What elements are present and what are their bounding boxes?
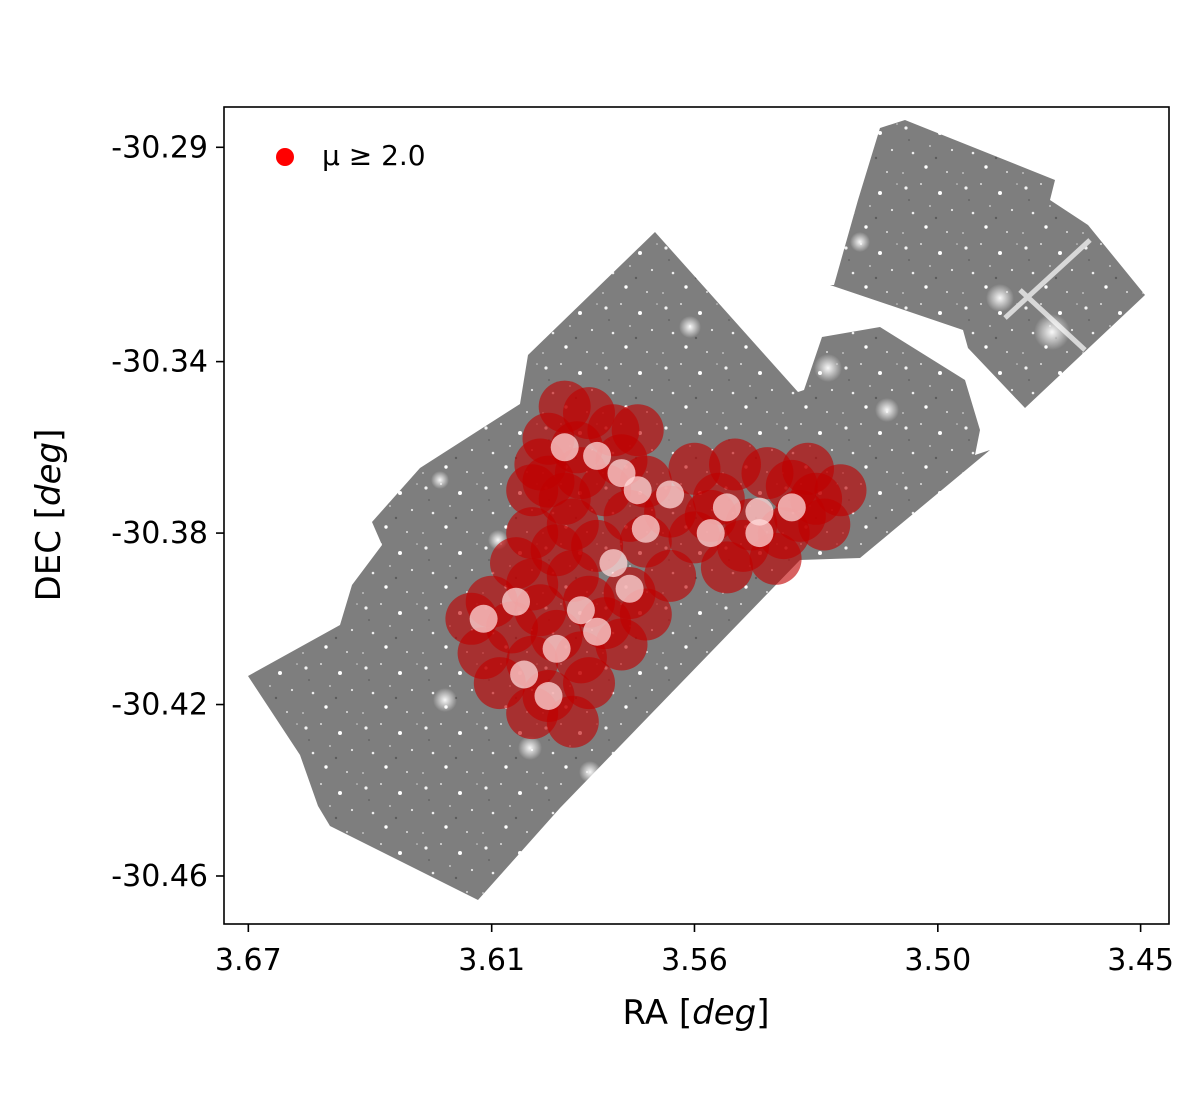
- data-point-bright: [583, 617, 612, 646]
- y-tick-label: -30.46: [111, 859, 208, 894]
- bright-star: [850, 232, 870, 252]
- data-point-bright: [469, 604, 498, 633]
- bright-star: [814, 354, 842, 382]
- data-point-bright: [631, 514, 660, 543]
- x-tick-label: 3.61: [458, 943, 525, 978]
- data-point: [522, 455, 575, 508]
- bright-star: [679, 316, 701, 338]
- mosaic-seam: [1003, 238, 1092, 320]
- legend: μ ≥ 2.0: [276, 139, 426, 172]
- y-axis-label: DEC [deg]: [29, 429, 69, 602]
- data-point-bright: [534, 682, 563, 710]
- data-point-bright: [550, 433, 579, 462]
- data-point-bright: [615, 574, 644, 603]
- data-point-bright: [712, 493, 741, 522]
- x-axis-label: RA [deg]: [623, 993, 770, 1033]
- data-point-bright: [566, 596, 595, 625]
- x-tick-label: 3.67: [215, 943, 282, 978]
- y-axis-ticks: -30.29 -30.34 -30.38 -30.42 -30.46: [111, 130, 224, 894]
- data-point: [700, 541, 753, 594]
- data-point-bright: [777, 493, 806, 522]
- x-tick-label: 3.45: [1107, 943, 1174, 978]
- legend-marker: [276, 148, 294, 166]
- y-tick-label: -30.29: [111, 130, 208, 165]
- y-tick-label: -30.34: [111, 345, 208, 380]
- legend-label: μ ≥ 2.0: [322, 139, 426, 172]
- y-tick-label: -30.42: [111, 688, 208, 723]
- data-point-bright: [745, 497, 774, 526]
- data-point: [490, 537, 542, 590]
- data-point-bright: [623, 476, 652, 505]
- bright-star: [986, 284, 1014, 312]
- data-point-bright: [745, 519, 774, 548]
- bright-star: [579, 761, 601, 783]
- scatter-points: [445, 380, 867, 748]
- data-point-bright: [542, 634, 571, 663]
- data-point: [546, 695, 599, 748]
- bright-star: [518, 736, 542, 760]
- axes-frame: [223, 106, 1170, 925]
- data-point-bright: [502, 587, 530, 616]
- data-point: [644, 549, 697, 602]
- data-point: [782, 442, 834, 495]
- data-point: [611, 404, 664, 457]
- data-point-bright: [599, 549, 628, 578]
- bright-star: [431, 471, 449, 489]
- data-point-bright: [583, 441, 612, 470]
- data-point: [798, 498, 851, 551]
- bright-star: [875, 398, 899, 422]
- data-point-bright: [656, 480, 685, 509]
- bright-star: [1034, 314, 1070, 350]
- bright-star: [433, 688, 457, 712]
- x-tick-label: 3.50: [904, 943, 971, 978]
- x-tick-label: 3.56: [661, 943, 728, 978]
- data-point-bright: [696, 519, 725, 548]
- y-tick-label: -30.38: [111, 516, 208, 551]
- x-axis-ticks: 3.67 3.61 3.56 3.50 3.45: [215, 924, 1174, 978]
- data-point-bright: [510, 660, 539, 689]
